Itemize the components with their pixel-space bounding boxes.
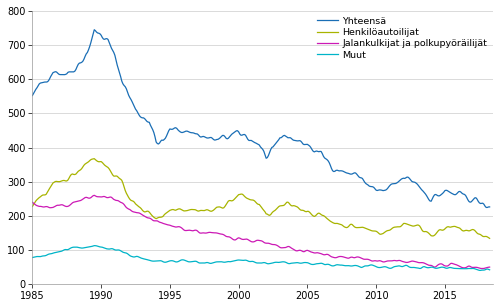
Yhteensä: [84, 51, 90, 54]
Jalankulkijat ja polkupyöräilijät: [360, 257, 366, 261]
Jalankulkijat ja polkupyöräilijät: [30, 201, 36, 204]
Henkilöautoilijat: [318, 213, 324, 217]
Muut: [84, 245, 90, 249]
Line: Jalankulkijat ja polkupyöräilijät: Jalankulkijat ja polkupyöräilijät: [32, 195, 489, 269]
Muut: [318, 261, 324, 265]
Jalankulkijat ja polkupyöräilijät: [318, 252, 324, 256]
Yhteensä: [318, 150, 324, 153]
Muut: [363, 264, 369, 268]
Henkilöautoilijat: [30, 205, 36, 208]
Muut: [360, 265, 366, 269]
Yhteensä: [212, 138, 218, 142]
Yhteensä: [363, 182, 369, 185]
Henkilöautoilijat: [212, 207, 218, 211]
Jalankulkijat ja polkupyöräilijät: [84, 196, 90, 200]
Muut: [212, 261, 218, 264]
Henkilöautoilijat: [486, 237, 492, 240]
Yhteensä: [483, 206, 489, 209]
Muut: [30, 256, 36, 259]
Muut: [180, 258, 186, 262]
Jalankulkijat ja polkupyöräilijät: [92, 193, 98, 197]
Line: Yhteensä: Yhteensä: [32, 30, 489, 208]
Muut: [486, 268, 492, 272]
Yhteensä: [360, 179, 366, 182]
Muut: [92, 244, 98, 248]
Henkilöautoilijat: [363, 227, 369, 230]
Jalankulkijat ja polkupyöräilijät: [180, 227, 186, 230]
Yhteensä: [92, 28, 98, 32]
Henkilöautoilijat: [360, 226, 366, 229]
Jalankulkijat ja polkupyöräilijät: [480, 267, 486, 270]
Yhteensä: [30, 94, 36, 97]
Henkilöautoilijat: [180, 209, 186, 212]
Henkilöautoilijat: [84, 161, 90, 164]
Yhteensä: [180, 131, 186, 134]
Jalankulkijat ja polkupyöräilijät: [363, 257, 369, 261]
Jalankulkijat ja polkupyöräilijät: [486, 265, 492, 269]
Legend: Yhteensä, Henkilöautoilijat, Jalankulkijat ja polkupyöräilijät, Muut: Yhteensä, Henkilöautoilijat, Jalankulkij…: [316, 16, 488, 61]
Line: Henkilöautoilijat: Henkilöautoilijat: [32, 159, 489, 238]
Muut: [478, 269, 484, 272]
Henkilöautoilijat: [92, 157, 98, 160]
Line: Muut: Muut: [32, 246, 489, 270]
Yhteensä: [486, 205, 492, 209]
Jalankulkijat ja polkupyöräilijät: [212, 231, 218, 235]
